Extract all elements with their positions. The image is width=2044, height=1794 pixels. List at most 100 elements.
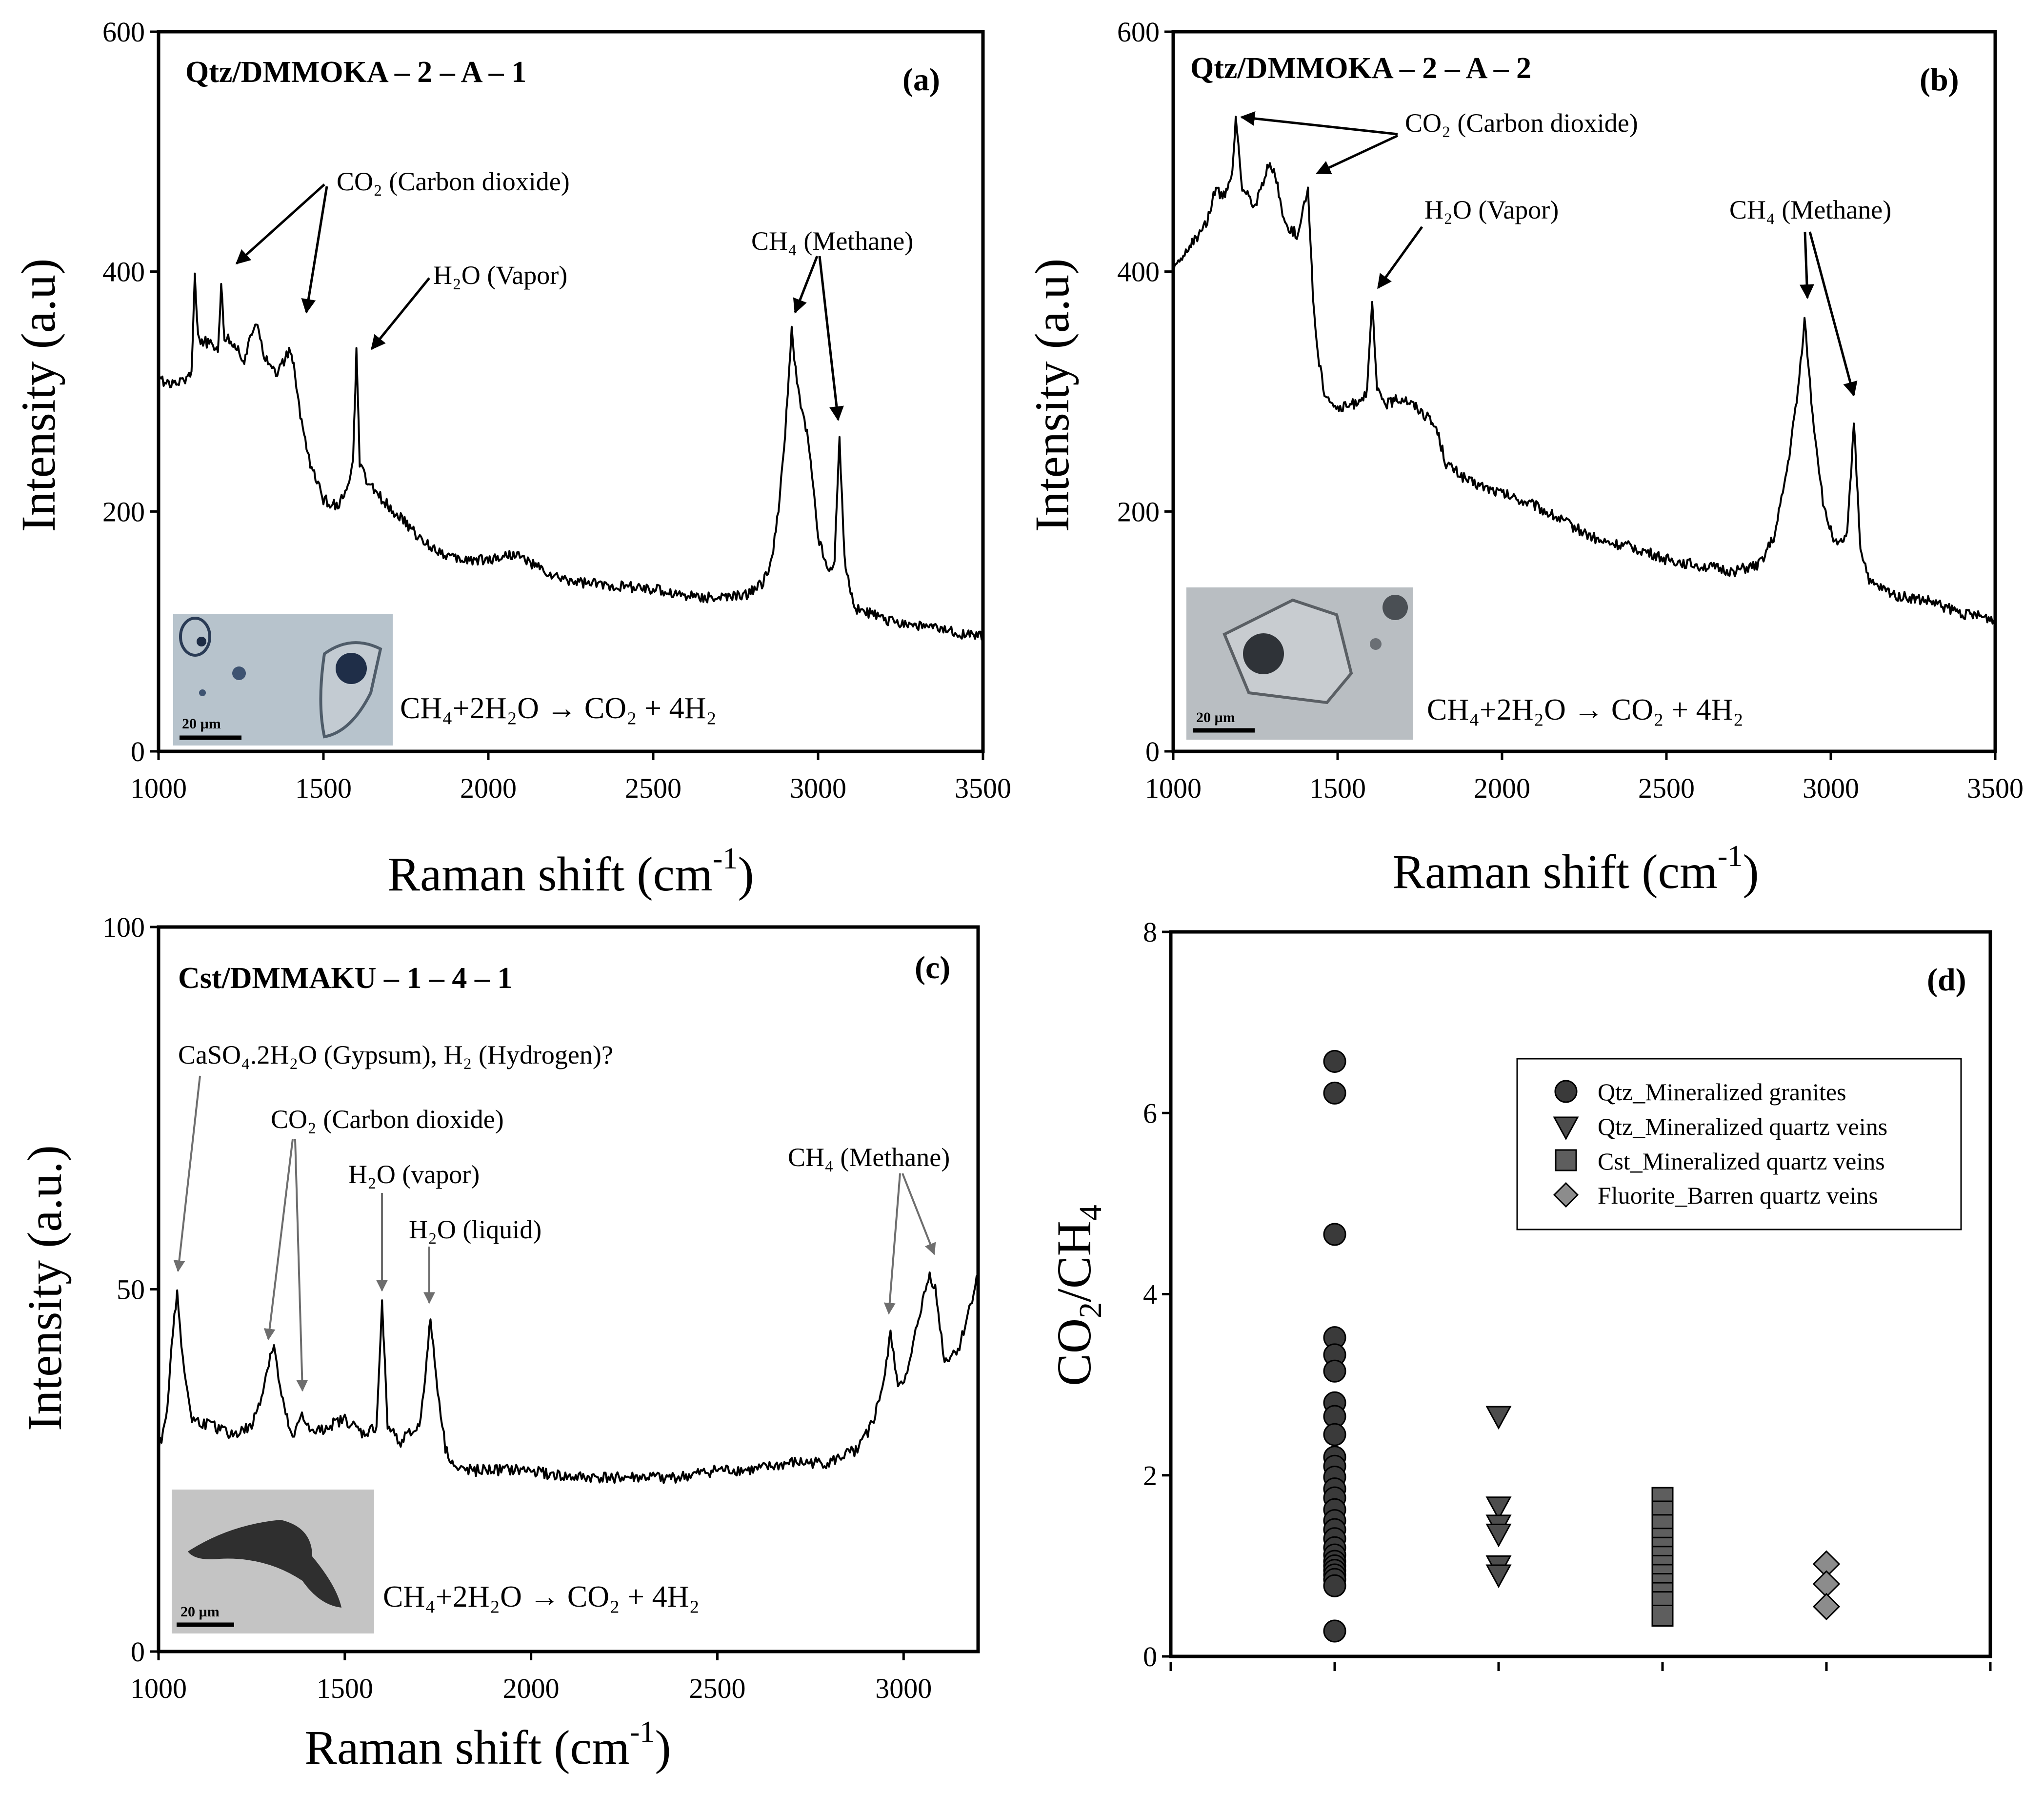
panel-a-co2-arrow-1 [235, 183, 325, 265]
scatter-point-triangle-down [1485, 1406, 1512, 1430]
x-tick-label: 2000 [503, 1673, 560, 1704]
y-tick-label: 200 [1117, 496, 1160, 527]
y-tick-label: 400 [102, 256, 145, 288]
panel-b-co2-label: CO₂ (Carbon dioxide) [1405, 108, 1638, 138]
panel-b-inclusion-bubble [1243, 633, 1284, 674]
panel-a-h2o-label: H₂O (Vapor) [433, 261, 567, 290]
legend-marker-diamond [1553, 1182, 1579, 1208]
panel-b-inclusion-dot-1 [1383, 595, 1408, 620]
panel-a-co2-label: CO₂ (Carbon dioxide) [337, 167, 570, 196]
legend-item-3: Cst_Mineralized quartz veins [1598, 1148, 1885, 1175]
legend-item-1: Qtz_Mineralized granites [1598, 1078, 1846, 1106]
panel-d-ticks: 0 2 4 6 8 [1143, 916, 1992, 1673]
panel-a-spectrum-line [158, 272, 984, 641]
panel-b-ch4-arrow-1 [1800, 231, 1814, 299]
x-tick-label: 2500 [689, 1673, 745, 1704]
legend-item-2: Qtz_Mineralized quartz veins [1598, 1113, 1887, 1140]
legend-marker-triangle [1553, 1116, 1579, 1141]
panel-c-spectrum-line [158, 1271, 979, 1484]
x-tick-label: 3000 [1803, 772, 1859, 804]
panel-c-letter: (c) [915, 950, 950, 986]
scatter-point-circle [1323, 1049, 1346, 1073]
scatter-point-triangle-down [1485, 1496, 1512, 1520]
scatter-point-diamond [1812, 1570, 1841, 1598]
panel-b-micrograph: 20 µm [1186, 587, 1413, 740]
x-tick-label: 1000 [1145, 772, 1202, 804]
y-tick-label: 200 [102, 496, 145, 527]
y-tick-label: 50 [117, 1274, 145, 1306]
y-tick-label: 6 [1143, 1097, 1157, 1129]
panel-a-arrows [235, 183, 844, 421]
y-tick-label: 2 [1143, 1460, 1157, 1492]
panel-d-ylabel: CO2/CH4 [1047, 1205, 1108, 1386]
panel-a-co2-arrow-2 [301, 186, 328, 314]
panel-c-gypsum-arrow [173, 1075, 201, 1272]
panel-c-gypsum-label: CaSO₄.2H₂O (Gypsum), H₂ (Hydrogen)? [178, 1040, 613, 1069]
panel-b-h2o-arrow [1377, 226, 1423, 289]
panel-a-xlabel: Raman shift (cm-1) [387, 842, 754, 901]
panel-a-inclusion-dot-2 [199, 689, 206, 696]
panel-c-h2o-liquid-label: H₂O (liquid) [409, 1215, 541, 1244]
panel-a-h2o-arrow [371, 277, 430, 350]
scatter-point-circle [1323, 1359, 1346, 1383]
panel-c-scalebar-label: 20 µm [180, 1604, 220, 1620]
panel-c-xlabel: Raman shift (cm-1) [304, 1715, 671, 1774]
scatter-point-circle [1323, 1223, 1346, 1246]
scatter-point-triangle-down [1485, 1523, 1512, 1548]
panel-a-ch4-arrow-1 [793, 256, 819, 314]
x-tick-label: 2000 [460, 772, 517, 804]
panel-c-title: Cst/DMMAKU – 1 – 4 – 1 [178, 962, 512, 995]
y-tick-label: 100 [102, 911, 145, 943]
legend-marker-circle [1554, 1080, 1578, 1103]
y-tick-label: 0 [131, 736, 145, 767]
y-tick-label: 600 [102, 16, 145, 48]
panel-b: 1000 1500 2000 2500 3000 3500 0 200 400 600 Qtz/D… [1025, 16, 2024, 899]
panel-b-spectrum-line [1172, 116, 1996, 625]
panel-d-legend: Qtz_Mineralized granites Qtz_Mineralized… [1516, 1058, 1962, 1230]
panel-d-points [1323, 1049, 1841, 1643]
panel-b-frame [1171, 30, 1997, 753]
panel-a-micrograph: 20 µm [173, 614, 393, 746]
scatter-point-circle [1323, 1081, 1346, 1105]
y-tick-label: 0 [1143, 1641, 1157, 1673]
panel-c-arrows [173, 1075, 936, 1392]
panel-b-co2-arrow-1 [1240, 111, 1398, 136]
panel-c-ch4-arrow-2 [902, 1173, 936, 1255]
panel-b-equation: CH₄+2H₂O → CO₂ + 4H₂ [1427, 693, 1743, 726]
panel-a-equation: CH₄+2H₂O → CO₂ + 4H₂ [400, 692, 717, 725]
panel-a-letter: (a) [902, 62, 940, 98]
panel-c-ch4-label: CH₄ (Methane) [788, 1143, 950, 1172]
scatter-point-circle [1323, 1619, 1346, 1643]
panel-a: 1000 1500 2000 2500 3000 3500 0 200 400 600 Qtz/D… [11, 16, 1011, 901]
x-tick-label: 1500 [295, 772, 352, 804]
scatter-point-diamond [1812, 1592, 1841, 1621]
panel-b-ch4-label: CH₄ (Methane) [1729, 195, 1891, 224]
panel-c-ch4-arrow-1 [883, 1173, 901, 1315]
panel-b-ticks: 1000 1500 2000 2500 3000 3500 0 200 400 600 [1117, 16, 2024, 804]
x-tick-label: 2000 [1474, 772, 1530, 804]
scatter-point-circle [1323, 1574, 1346, 1597]
panel-c-equation: CH₄+2H₂O → CO₂ + 4H₂ [383, 1580, 700, 1613]
panel-c: 1000 1500 2000 2500 3000 0 50 100 Cst/DMMAKU – … [18, 911, 980, 1774]
panel-a-inclusion-large-bubble [336, 653, 367, 684]
panel-c-co2-arrow-2 [294, 1139, 308, 1392]
x-tick-label: 3500 [955, 772, 1011, 804]
panel-c-micrograph: 20 µm [172, 1490, 374, 1633]
panel-c-h2o-vapor-label: H₂O (vapor) [348, 1160, 480, 1189]
panel-a-inclusion-small [179, 617, 211, 657]
x-tick-label: 1000 [130, 1673, 187, 1704]
panel-b-letter: (b) [1920, 62, 1959, 98]
panel-c-ylabel: Intensity (a.u.) [18, 1145, 72, 1431]
x-tick-label: 3000 [875, 1673, 932, 1704]
x-tick-label: 2500 [1638, 772, 1695, 804]
panel-a-ticks: 1000 1500 2000 2500 3000 3500 0 200 400 600 [102, 16, 1011, 804]
panel-c-inclusion [188, 1520, 341, 1608]
panel-c-ticks: 1000 1500 2000 2500 3000 0 50 100 [102, 911, 932, 1704]
legend-marker-square [1555, 1149, 1577, 1171]
panel-d-legend-box [1516, 1058, 1962, 1230]
x-tick-label: 3000 [790, 772, 846, 804]
panel-c-co2-label: CO₂ (Carbon dioxide) [271, 1105, 504, 1134]
panel-a-inclusion-dot-1 [232, 666, 246, 680]
panel-b-arrows [1240, 111, 1858, 397]
